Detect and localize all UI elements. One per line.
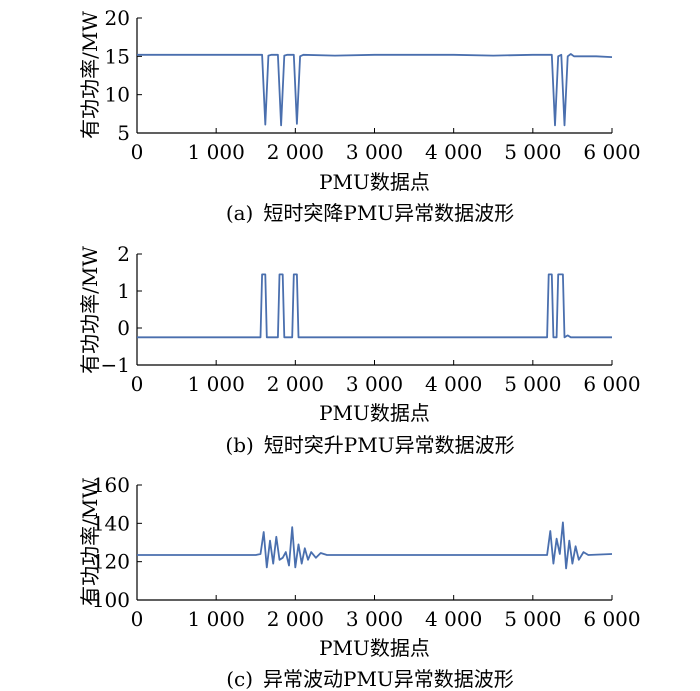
panel-label: (b)	[225, 433, 253, 457]
x-tick-label: 6 000	[583, 607, 640, 631]
x-axis-label: PMU数据点	[319, 170, 430, 194]
x-tick-label: 0	[131, 372, 144, 396]
x-tick-label: 1 000	[188, 607, 245, 631]
y-axis-label: 有功功率/MW	[78, 246, 102, 374]
x-tick-label: 6 000	[583, 140, 640, 164]
x-tick-label: 5 000	[504, 607, 561, 631]
x-tick-label: 3 000	[346, 372, 403, 396]
y-tick-label: 120	[92, 550, 130, 574]
chart-panel-2: 0 1 000 2 000 3 000 4 000 5 000 6 000 100 120 140…	[78, 473, 641, 691]
x-tick-label: 1 000	[188, 140, 245, 164]
x-axis-label: PMU数据点	[319, 636, 430, 660]
x-tick-label: 0	[131, 607, 144, 631]
panel-caption: (c) 异常波动PMU异常数据波形	[226, 667, 514, 691]
series-line	[137, 273, 612, 339]
y-tick-label: 5	[117, 121, 130, 145]
chart-panel-0: 0 1 000 2 000 3 000 4 000 5 000 6 000 5 10 15 20有功…	[78, 6, 641, 225]
x-tick-label: 3 000	[346, 607, 403, 631]
y-tick-label: 140	[92, 511, 130, 535]
x-tick-label: 5 000	[504, 140, 561, 164]
y-tick-label: 20	[105, 6, 130, 30]
panel-caption: (b) 短时突升PMU异常数据波形	[225, 433, 514, 457]
x-tick-label: 2 000	[267, 140, 324, 164]
y-axis-label: 有功功率/MW	[78, 11, 102, 139]
panel-label: (c)	[226, 667, 253, 691]
y-axis-label: 有功功率/MW	[78, 478, 102, 606]
x-tick-label: 2 000	[267, 372, 324, 396]
series-line	[137, 521, 613, 570]
panel-label: (a)	[226, 201, 254, 225]
y-tick-label: 1	[117, 279, 130, 303]
panel-caption-text: 短时突降PMU异常数据波形	[263, 201, 514, 225]
x-tick-label: 2 000	[267, 607, 324, 631]
x-tick-label: 4 000	[425, 607, 482, 631]
panel-caption: (a) 短时突降PMU异常数据波形	[226, 201, 514, 225]
panel-caption-text: 异常波动PMU异常数据波形	[263, 667, 514, 691]
series-line	[137, 53, 613, 127]
y-tick-label: 100	[92, 588, 130, 612]
y-tick-label: 0	[117, 316, 130, 340]
x-tick-label: 5 000	[504, 372, 561, 396]
x-axis-label: PMU数据点	[319, 401, 430, 425]
x-tick-label: 4 000	[425, 140, 482, 164]
x-tick-label: 6 000	[583, 372, 640, 396]
y-tick-label: 2	[117, 242, 130, 266]
x-tick-label: 1 000	[188, 372, 245, 396]
x-tick-label: 3 000	[346, 140, 403, 164]
x-tick-label: 4 000	[425, 372, 482, 396]
y-tick-label: −1	[101, 353, 130, 377]
y-tick-label: 15	[105, 44, 130, 68]
panel-caption-text: 短时突升PMU异常数据波形	[264, 433, 515, 457]
x-tick-label: 0	[131, 140, 144, 164]
y-tick-label: 160	[92, 473, 130, 497]
y-tick-label: 10	[105, 83, 130, 107]
